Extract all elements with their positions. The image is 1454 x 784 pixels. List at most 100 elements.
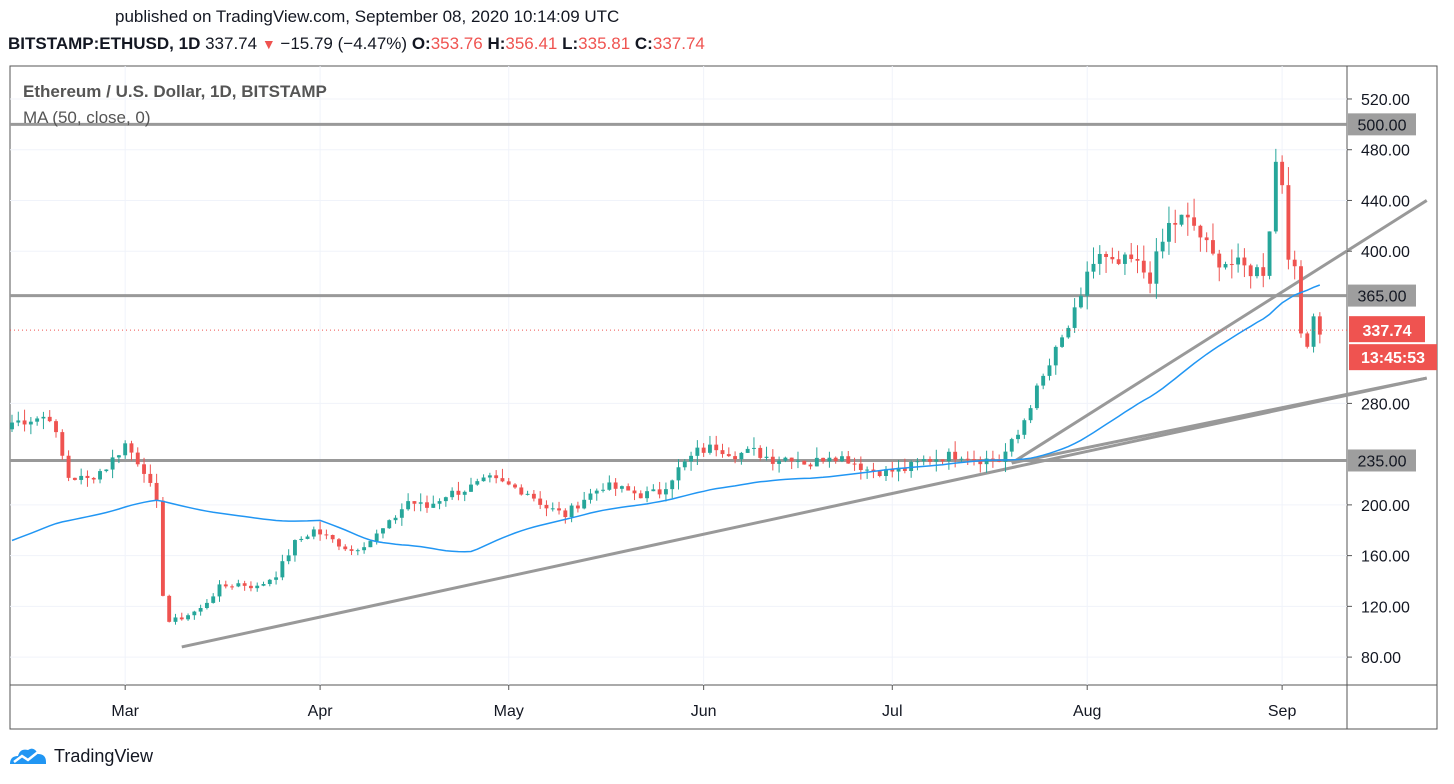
tradingview-logo-icon bbox=[10, 748, 46, 764]
candle-body bbox=[752, 447, 756, 449]
candle-body bbox=[1267, 231, 1272, 276]
candle-body bbox=[54, 421, 58, 433]
down-triangle-icon: ▼ bbox=[261, 36, 276, 52]
candle-body bbox=[764, 456, 769, 458]
candle-body bbox=[475, 481, 480, 485]
candle-body bbox=[349, 549, 354, 551]
candle-body bbox=[481, 477, 486, 482]
candle-body bbox=[192, 611, 197, 616]
candle-body bbox=[915, 461, 920, 463]
last-price: 337.74 bbox=[205, 34, 258, 53]
open-value: 353.76 bbox=[430, 34, 483, 53]
candle-body bbox=[1060, 337, 1064, 347]
published-line: published on TradingView.com, September … bbox=[115, 7, 620, 26]
candle-body bbox=[884, 469, 888, 477]
candle-body bbox=[613, 482, 618, 489]
last-price-tag bbox=[1349, 316, 1425, 343]
candle-body bbox=[959, 458, 964, 460]
close-label: C: bbox=[634, 34, 653, 53]
candle-body bbox=[362, 547, 367, 551]
candle-body bbox=[739, 452, 744, 460]
candle-body bbox=[770, 456, 775, 464]
candle-body bbox=[255, 585, 260, 589]
candle-body bbox=[1292, 259, 1297, 267]
candle-body bbox=[569, 505, 574, 518]
candle-body bbox=[733, 456, 738, 460]
candle-body bbox=[173, 617, 178, 622]
symbol-name[interactable]: BITSTAMP:ETHUSD, 1D bbox=[8, 34, 201, 53]
candle-body bbox=[412, 501, 417, 504]
candle-body bbox=[1167, 222, 1171, 242]
level-label: 235.00 bbox=[1358, 453, 1407, 470]
candle-body bbox=[299, 538, 304, 541]
candle-body bbox=[399, 509, 404, 518]
candle-body bbox=[544, 504, 549, 509]
candle-body bbox=[531, 493, 536, 499]
candle-body bbox=[827, 457, 832, 462]
candle-body bbox=[104, 469, 109, 472]
candle-body bbox=[60, 432, 65, 456]
candle-body bbox=[248, 585, 253, 589]
candle-body bbox=[1236, 257, 1241, 265]
candle-body bbox=[1003, 451, 1008, 462]
candle-body bbox=[1211, 240, 1215, 254]
ma-50-line bbox=[11, 284, 1321, 553]
candle-body bbox=[821, 457, 826, 462]
candle-body bbox=[1248, 265, 1253, 277]
time-axis[interactable]: Mar Apr May Jun Jul Aug Sep bbox=[111, 685, 1296, 720]
candle-body bbox=[538, 498, 543, 505]
y-tick-label: 200.00 bbox=[1361, 498, 1410, 515]
candle-body bbox=[714, 444, 719, 451]
candle-body bbox=[1255, 267, 1259, 277]
candle-body bbox=[890, 469, 895, 472]
candle-body bbox=[808, 464, 813, 467]
candle-body bbox=[16, 420, 21, 423]
candle-body bbox=[984, 458, 989, 465]
candle-body bbox=[318, 529, 323, 535]
candle-body bbox=[594, 490, 599, 494]
close-value: 337.74 bbox=[652, 34, 705, 53]
candle-body bbox=[871, 469, 876, 472]
x-tick-label: Jul bbox=[882, 703, 902, 720]
candle-body bbox=[47, 416, 52, 422]
candle-body bbox=[343, 546, 348, 550]
y-tick-label: 400.00 bbox=[1361, 244, 1410, 261]
y-tick-label: 80.00 bbox=[1361, 650, 1401, 667]
candle-body bbox=[972, 459, 976, 461]
open-label: O: bbox=[411, 34, 431, 53]
candle-body bbox=[1273, 161, 1278, 232]
candle-body bbox=[1122, 254, 1127, 264]
candle-body bbox=[707, 444, 712, 453]
candle-body bbox=[129, 443, 134, 453]
level-tag bbox=[1348, 284, 1416, 307]
tradingview-brand[interactable]: TradingView bbox=[8, 744, 153, 768]
candle-body bbox=[500, 478, 505, 482]
candle-body bbox=[840, 456, 844, 462]
candle-body bbox=[1072, 307, 1077, 328]
candle-body bbox=[525, 493, 530, 495]
candle-body bbox=[41, 416, 46, 419]
candle-body bbox=[689, 455, 694, 462]
trendline bbox=[1011, 376, 1428, 465]
candle-body bbox=[833, 457, 838, 462]
indicator-label[interactable]: MA (50, close, 0) bbox=[23, 108, 151, 127]
candle-body bbox=[1066, 327, 1071, 338]
candle-body bbox=[355, 550, 360, 552]
y-tick-label: 520.00 bbox=[1361, 92, 1410, 109]
moving-average bbox=[11, 284, 1321, 553]
candle-body bbox=[1148, 272, 1153, 284]
countdown-label: 13:45:53 bbox=[1361, 350, 1425, 367]
level-label: 500.00 bbox=[1358, 117, 1407, 134]
price-axis[interactable]: 520.00 480.00 440.00 400.00 280.00 200.00 160.… bbox=[1347, 92, 1410, 667]
candle-body bbox=[462, 491, 467, 495]
candle-body bbox=[123, 443, 128, 456]
candle-body bbox=[1286, 185, 1291, 260]
candle-body bbox=[456, 490, 461, 495]
candle-body bbox=[619, 486, 624, 489]
candle-body bbox=[179, 617, 184, 620]
candle-body bbox=[1160, 241, 1165, 252]
candle-body bbox=[330, 535, 335, 540]
candle-body bbox=[1009, 439, 1014, 452]
level-label: 365.00 bbox=[1358, 289, 1407, 306]
